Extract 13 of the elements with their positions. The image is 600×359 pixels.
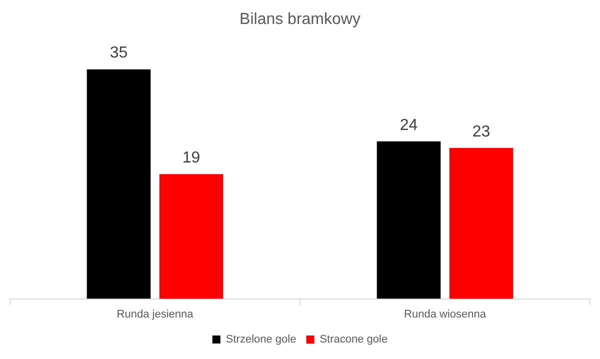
x-tick-label: Runda wiosenna bbox=[404, 308, 487, 320]
bar bbox=[449, 148, 514, 299]
data-label: 35 bbox=[110, 44, 128, 62]
chart-title: Bilans bramkowy bbox=[240, 11, 360, 28]
data-label: 19 bbox=[182, 150, 200, 167]
x-tick-label: Runda jesienna bbox=[116, 308, 194, 320]
legend-label: Strzelone gole bbox=[226, 334, 296, 346]
bar bbox=[376, 141, 441, 299]
data-label: 24 bbox=[400, 116, 418, 134]
legend-label: Stracone gole bbox=[320, 334, 388, 346]
bar bbox=[159, 174, 224, 299]
bar bbox=[86, 69, 151, 299]
data-label: 23 bbox=[472, 123, 490, 140]
